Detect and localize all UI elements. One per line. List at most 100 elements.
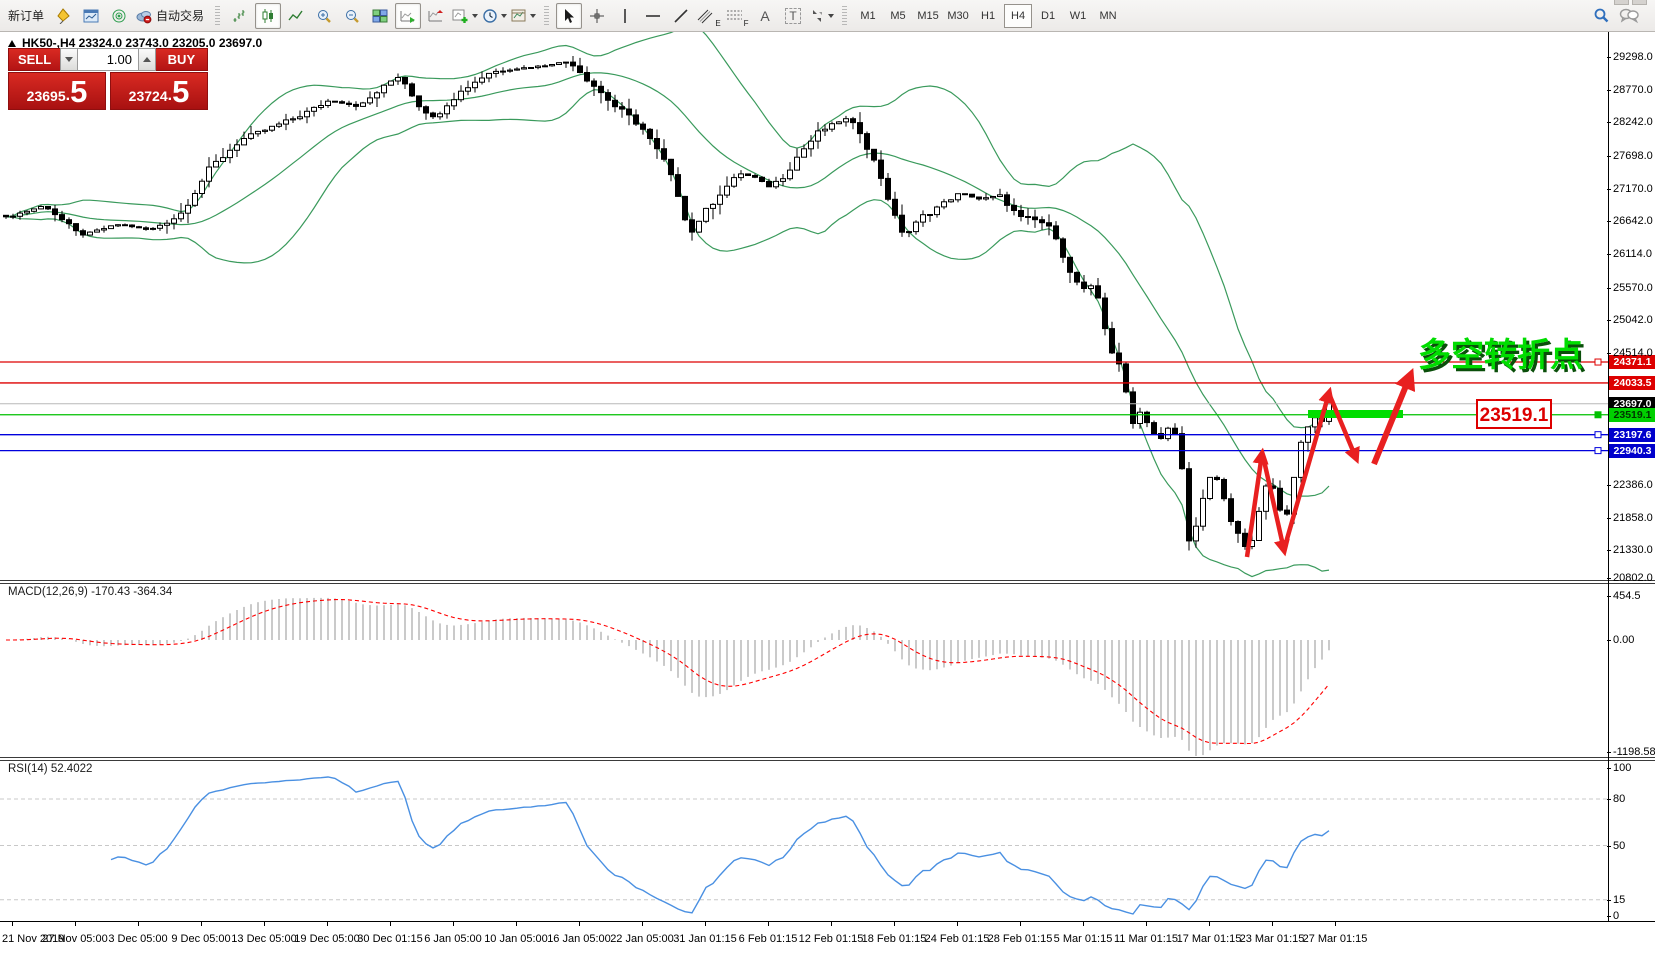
buy-price[interactable]: 23724. 5 <box>110 72 208 110</box>
volume-input[interactable] <box>78 48 138 71</box>
cursor-button[interactable] <box>556 2 583 29</box>
time-tick-label: 27 Mar 01:15 <box>1302 933 1368 945</box>
macd-pane[interactable] <box>0 584 1655 757</box>
signals-button[interactable] <box>106 3 132 29</box>
metaeditor-button[interactable] <box>50 3 76 29</box>
indicators-caret-icon <box>472 13 479 18</box>
chart-title-text: HK50-,H4 23324.0 23743.0 23205.0 23697.0 <box>22 36 263 50</box>
timeframe-h4-button[interactable]: H4 <box>1004 3 1033 28</box>
hline-handle[interactable] <box>1594 431 1602 439</box>
sell-price[interactable]: 23695. 5 <box>8 72 106 110</box>
macd-axis-label: -1198.58 <box>1607 746 1655 758</box>
volume-increase-button[interactable] <box>138 48 156 71</box>
chat-button[interactable] <box>1616 3 1642 29</box>
time-tick <box>264 921 265 926</box>
price-tick-label: 26642.0 <box>1607 215 1653 228</box>
time-tick-label: 18 Feb 01:15 <box>861 933 927 945</box>
trendline-icon <box>673 8 689 24</box>
timeframe-h1-button[interactable]: H1 <box>981 9 996 22</box>
close-button[interactable] <box>1632 0 1647 5</box>
collapse-triangle-icon[interactable] <box>8 39 16 47</box>
time-tick <box>894 921 895 926</box>
periods-button[interactable] <box>481 3 508 29</box>
bar-chart-button[interactable] <box>227 3 253 29</box>
timeframe-m1-button[interactable]: M1 <box>860 9 876 22</box>
price-tick-label: 28242.0 <box>1607 116 1653 129</box>
templates-button[interactable] <box>510 3 537 29</box>
time-tick-label: 31 Jan 01:15 <box>673 933 737 945</box>
pane-separator[interactable] <box>0 580 1655 584</box>
price-axis[interactable] <box>1608 32 1609 921</box>
auto-scroll-button[interactable] <box>395 2 422 29</box>
sell-button[interactable]: SELL <box>8 48 61 71</box>
chart-shift-button[interactable] <box>423 3 449 29</box>
time-tick <box>957 921 958 926</box>
price-tick-label: 24514.0 <box>1607 347 1653 360</box>
time-tick-label: 28 Feb 01:15 <box>987 933 1053 945</box>
tile-windows-button[interactable] <box>367 3 393 29</box>
text-label-button[interactable]: T <box>780 3 806 29</box>
rsi-label: RSI(14) 52.4022 <box>8 763 93 775</box>
vertical-line-button[interactable] <box>612 3 638 29</box>
horizontal-line-icon <box>645 11 661 21</box>
chart-title: HK50-,H4 23324.0 23743.0 23205.0 23697.0 <box>8 36 262 50</box>
horizontal-line-button[interactable] <box>640 3 666 29</box>
breakout-arrow-annotation[interactable] <box>1371 368 1416 466</box>
pane-separator[interactable] <box>0 757 1655 761</box>
main-toolbar: 新订单 自动交易 <box>0 0 1655 32</box>
timeframe-d1-button[interactable]: D1 <box>1041 9 1056 22</box>
price-callout-box[interactable] <box>1476 399 1552 429</box>
channel-icon <box>697 8 715 24</box>
equidistant-channel-button[interactable]: E <box>696 3 722 29</box>
autotrading-button[interactable]: 自动交易 <box>134 3 208 29</box>
time-tick-label: 30 Dec 01:15 <box>357 933 423 945</box>
turning-point-text[interactable]: 多空转折点 <box>1418 336 1583 373</box>
search-button[interactable] <box>1588 3 1614 29</box>
text-label-icon: T <box>785 7 801 24</box>
pivot-highlight-bar[interactable] <box>1308 410 1403 418</box>
volume-decrease-button[interactable] <box>60 48 78 71</box>
time-axis[interactable] <box>0 921 1655 922</box>
time-tick-label: 6 Feb 01:15 <box>738 933 798 945</box>
time-tick-label: 12 Feb 01:15 <box>798 933 864 945</box>
fibonacci-button[interactable]: F <box>724 3 750 29</box>
line-chart-button[interactable] <box>283 3 309 29</box>
arrows-button[interactable] <box>808 3 835 29</box>
timeframe-w1-button[interactable]: W1 <box>1069 9 1087 22</box>
timeframe-m5-button[interactable]: M5 <box>890 9 906 22</box>
crosshair-button[interactable] <box>584 3 610 29</box>
time-tick <box>516 921 517 926</box>
rsi-pane[interactable] <box>0 761 1655 921</box>
timeframe-m15-button[interactable]: M15 <box>917 9 939 22</box>
zoom-out-button[interactable] <box>339 3 365 29</box>
timeframe-mn-button[interactable]: MN <box>1099 9 1117 22</box>
zoom-in-icon <box>316 8 332 24</box>
hline-handle[interactable] <box>1594 358 1602 366</box>
trendline-button[interactable] <box>668 3 694 29</box>
new-order-button[interactable]: 新订单 <box>4 3 48 29</box>
arrows-caret-icon <box>828 13 835 18</box>
hline-handle[interactable] <box>1594 447 1602 455</box>
auto-scroll-icon <box>400 8 416 24</box>
price-tick-label: 29298.0 <box>1607 51 1653 63</box>
hline-handle[interactable] <box>1594 411 1602 419</box>
bollinger-lower-band <box>5 89 1330 578</box>
templates-icon <box>511 8 527 24</box>
time-tick <box>453 921 454 926</box>
indicators-button[interactable] <box>451 3 479 29</box>
buy-button[interactable]: BUY <box>155 48 208 71</box>
chart-window-button[interactable] <box>78 3 104 29</box>
time-tick-label: 16 Jan 05:00 <box>547 933 611 945</box>
price-line-label: 23519.1 <box>1609 407 1655 422</box>
radar-icon <box>111 8 127 24</box>
zigzag-arrow-annotation[interactable] <box>1244 386 1360 558</box>
zoom-in-button[interactable] <box>311 3 337 29</box>
time-tick-label: 6 Jan 05:00 <box>424 933 482 945</box>
timeframe-m30-button[interactable]: M30 <box>947 9 969 22</box>
candlestick-chart-button[interactable] <box>255 2 282 29</box>
text-button[interactable]: A <box>752 3 778 29</box>
restore-button[interactable] <box>1614 0 1629 5</box>
time-tick <box>1272 921 1273 926</box>
